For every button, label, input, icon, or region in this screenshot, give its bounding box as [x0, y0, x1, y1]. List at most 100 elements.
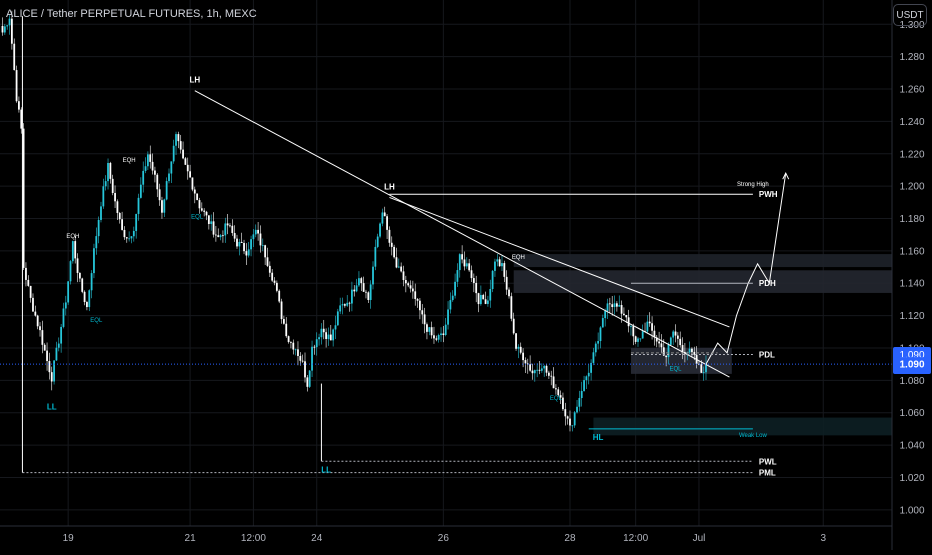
candle-body — [86, 302, 88, 308]
candle-body — [43, 344, 46, 351]
candle-body — [430, 327, 433, 336]
candle-body — [247, 249, 250, 256]
candle-body — [198, 200, 201, 209]
candle-body — [252, 234, 255, 240]
current-price-value: 1.090 — [899, 350, 924, 361]
price-axis[interactable]: 1.3001.2801.2601.2401.2201.2001.1801.160… — [891, 0, 925, 550]
candle-body — [60, 326, 63, 344]
candle-body — [679, 338, 682, 346]
candle-body — [315, 339, 318, 348]
candle-body — [590, 362, 592, 373]
candle-body — [383, 212, 386, 217]
candle-body — [414, 291, 417, 299]
candle-body — [139, 184, 142, 198]
annotation-label: LH — [384, 182, 395, 191]
candle-body — [217, 235, 220, 238]
candle-body — [22, 128, 25, 268]
candle-body — [613, 303, 616, 308]
candle-body — [555, 388, 557, 390]
candle-body — [161, 200, 163, 213]
y-tick-label: 1.200 — [899, 182, 924, 193]
candle-body — [336, 311, 339, 326]
candle-body — [627, 317, 630, 327]
candle-body — [522, 352, 524, 361]
candle-body — [358, 278, 360, 286]
annotation-label: LH — [189, 76, 200, 85]
candle-body — [503, 263, 506, 277]
candle-body — [53, 360, 55, 382]
candle-body — [386, 216, 388, 230]
candle-body — [390, 242, 393, 247]
candle-body — [547, 372, 550, 376]
candle-body — [168, 173, 170, 182]
candle-body — [170, 161, 173, 174]
last-price-value: 1.090 — [899, 360, 924, 371]
candle-body — [526, 363, 529, 365]
candle-body — [95, 236, 98, 249]
candles — [1, 10, 707, 432]
candle-body — [639, 338, 642, 340]
candle-body — [210, 221, 213, 224]
candle-body — [306, 377, 309, 387]
candle-body — [142, 170, 145, 185]
candle-body — [625, 315, 628, 318]
candle-body — [34, 311, 37, 316]
candle-body — [203, 210, 206, 212]
level-label: PDL — [759, 350, 775, 359]
candle-body — [451, 295, 454, 301]
arrow-head — [782, 172, 790, 180]
candle-body — [266, 257, 269, 266]
y-tick-label: 1.080 — [899, 376, 924, 387]
demand-zone — [593, 417, 892, 436]
x-tick-label: 12:00 — [241, 533, 266, 544]
candle-body — [641, 331, 644, 339]
candle-body — [411, 288, 414, 292]
candle-body — [372, 266, 374, 285]
candle-body — [81, 278, 84, 292]
candle-body — [294, 349, 297, 351]
candle-body — [651, 323, 653, 331]
candle-body — [114, 193, 116, 202]
candle-body — [489, 288, 492, 301]
candle-body — [334, 325, 337, 330]
candle-body — [179, 141, 182, 150]
annotation-label: LL — [47, 402, 57, 411]
annotation-label: EQL — [670, 367, 683, 373]
candle-body — [13, 43, 16, 71]
candle-body — [583, 380, 585, 392]
candle-body — [454, 281, 456, 296]
candle-body — [444, 324, 447, 335]
level-label: PML — [759, 469, 776, 478]
candle-body — [580, 391, 583, 399]
candle-body — [254, 229, 257, 235]
candle-body — [189, 171, 191, 178]
candle-body — [172, 145, 175, 162]
trendline — [389, 196, 730, 328]
candle-body — [543, 365, 546, 369]
candle-body — [163, 199, 166, 213]
candle-body — [505, 276, 508, 290]
last-price-tag — [893, 357, 931, 372]
candle-body — [648, 321, 651, 324]
candle-body — [426, 324, 428, 332]
candle-body — [529, 364, 532, 371]
candle-body — [630, 326, 632, 327]
candle-body — [268, 265, 271, 273]
candle-body — [130, 236, 133, 239]
candle-body — [658, 341, 660, 344]
candle-body — [456, 270, 459, 282]
candle-body — [226, 223, 229, 226]
candle-body — [662, 347, 665, 356]
candle-body — [569, 418, 571, 426]
candle-body — [559, 395, 562, 398]
candle-body — [564, 409, 567, 417]
candle-body — [261, 245, 264, 247]
candle-body — [531, 370, 534, 374]
candle-body — [379, 223, 381, 237]
candle-body — [402, 271, 405, 281]
currency-button[interactable]: USDT — [893, 4, 927, 26]
candle-body — [128, 238, 131, 240]
